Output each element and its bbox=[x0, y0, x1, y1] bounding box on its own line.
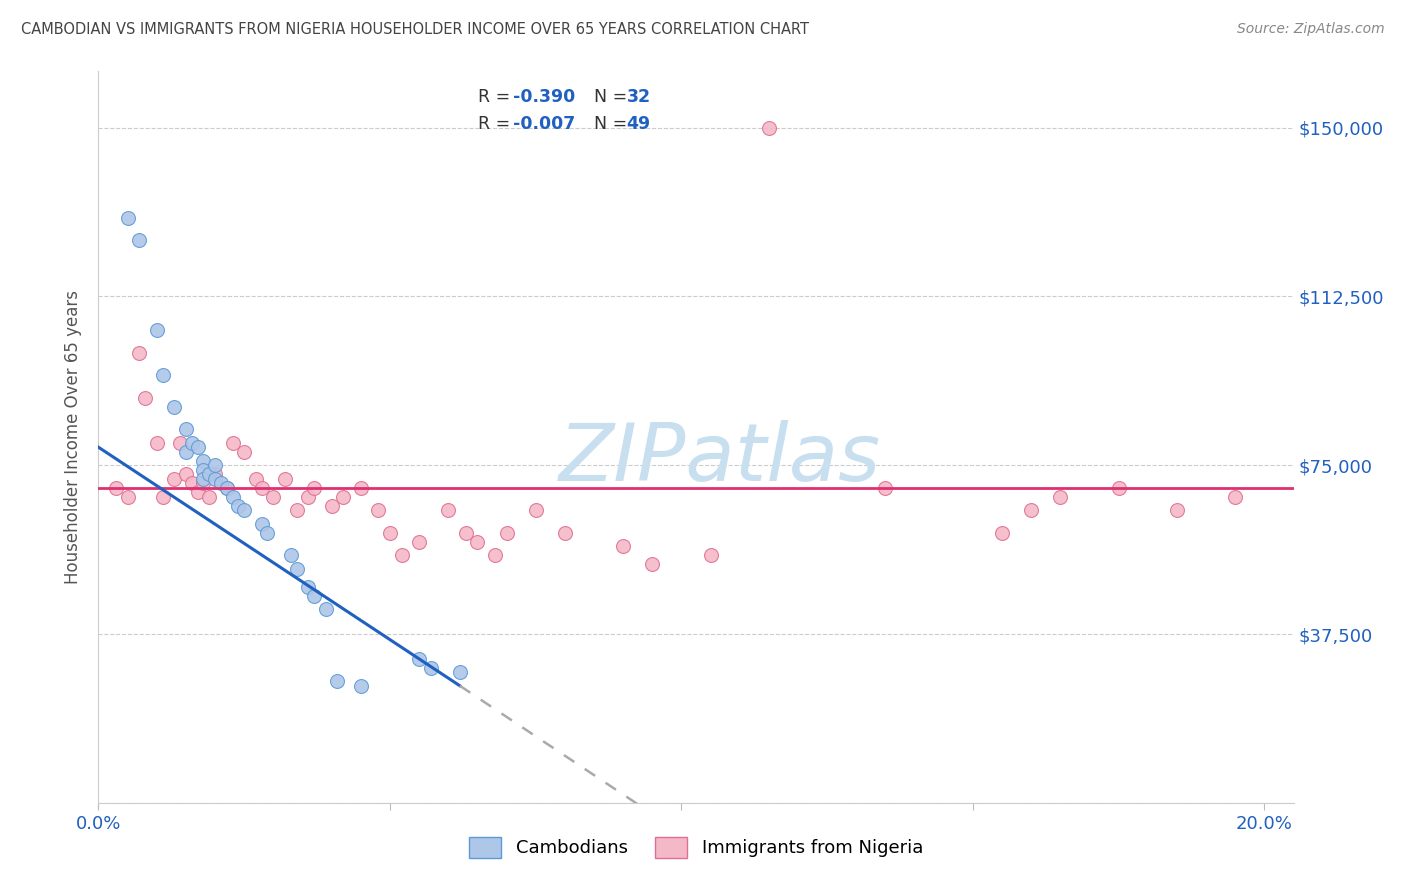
Point bbox=[209, 476, 232, 491]
Point bbox=[326, 674, 349, 689]
Point bbox=[315, 602, 337, 616]
Point bbox=[467, 534, 489, 549]
Text: 49: 49 bbox=[627, 115, 651, 133]
Point bbox=[554, 525, 576, 540]
Point bbox=[117, 490, 139, 504]
Point bbox=[1019, 503, 1042, 517]
Point bbox=[302, 589, 325, 603]
Point bbox=[169, 435, 191, 450]
Text: N =: N = bbox=[595, 115, 633, 133]
Point bbox=[174, 422, 197, 436]
Point bbox=[117, 211, 139, 225]
Point bbox=[221, 490, 243, 504]
Point bbox=[524, 503, 547, 517]
Point bbox=[215, 481, 238, 495]
Point bbox=[204, 458, 226, 473]
Point bbox=[128, 233, 150, 247]
Point bbox=[245, 472, 267, 486]
Point bbox=[145, 435, 167, 450]
Text: R =: R = bbox=[478, 115, 516, 133]
Point bbox=[180, 435, 202, 450]
Text: -0.007: -0.007 bbox=[513, 115, 575, 133]
Point bbox=[280, 548, 302, 562]
Point bbox=[875, 481, 897, 495]
Point bbox=[233, 503, 256, 517]
Y-axis label: Householder Income Over 65 years: Householder Income Over 65 years bbox=[65, 290, 83, 584]
Point bbox=[285, 562, 308, 576]
Point bbox=[1108, 481, 1130, 495]
Point bbox=[250, 516, 273, 531]
Point bbox=[221, 435, 243, 450]
Point bbox=[256, 525, 278, 540]
Point bbox=[274, 472, 297, 486]
Point bbox=[198, 490, 221, 504]
Point bbox=[367, 503, 389, 517]
Point bbox=[699, 548, 721, 562]
Point bbox=[152, 490, 174, 504]
Point bbox=[641, 558, 664, 572]
Point bbox=[233, 444, 256, 458]
Point bbox=[193, 472, 215, 486]
Text: -0.390: -0.390 bbox=[513, 88, 575, 106]
Point bbox=[152, 368, 174, 383]
Point bbox=[193, 476, 215, 491]
Point bbox=[193, 463, 215, 477]
Point bbox=[215, 481, 238, 495]
Point bbox=[250, 481, 273, 495]
Text: CAMBODIAN VS IMMIGRANTS FROM NIGERIA HOUSEHOLDER INCOME OVER 65 YEARS CORRELATIO: CAMBODIAN VS IMMIGRANTS FROM NIGERIA HOU… bbox=[21, 22, 808, 37]
Point bbox=[163, 400, 186, 414]
Point bbox=[104, 481, 127, 495]
Text: R =: R = bbox=[478, 88, 516, 106]
Point bbox=[408, 652, 430, 666]
Point bbox=[180, 476, 202, 491]
Text: Source: ZipAtlas.com: Source: ZipAtlas.com bbox=[1237, 22, 1385, 37]
Point bbox=[163, 472, 186, 486]
Point bbox=[350, 679, 373, 693]
Point bbox=[285, 503, 308, 517]
Point bbox=[321, 499, 343, 513]
Point bbox=[174, 444, 197, 458]
Point bbox=[408, 534, 430, 549]
Point bbox=[145, 323, 167, 337]
Point bbox=[437, 503, 460, 517]
Point bbox=[454, 525, 477, 540]
Point bbox=[484, 548, 506, 562]
Point bbox=[204, 472, 226, 486]
Point bbox=[758, 120, 780, 135]
Point bbox=[419, 661, 441, 675]
Point bbox=[297, 580, 319, 594]
Point bbox=[391, 548, 413, 562]
Point bbox=[174, 467, 197, 482]
Point bbox=[612, 539, 634, 553]
Point bbox=[991, 525, 1014, 540]
Point bbox=[262, 490, 284, 504]
Point bbox=[302, 481, 325, 495]
Point bbox=[1166, 503, 1188, 517]
Point bbox=[198, 467, 221, 482]
Text: 32: 32 bbox=[627, 88, 651, 106]
Point bbox=[495, 525, 517, 540]
Point bbox=[378, 525, 401, 540]
Point bbox=[1225, 490, 1247, 504]
Point bbox=[186, 440, 208, 454]
Point bbox=[134, 391, 156, 405]
Point bbox=[297, 490, 319, 504]
Point bbox=[1049, 490, 1071, 504]
Point bbox=[228, 499, 250, 513]
Point bbox=[204, 467, 226, 482]
Point bbox=[332, 490, 354, 504]
Text: N =: N = bbox=[595, 88, 633, 106]
Point bbox=[350, 481, 373, 495]
Text: ZIPatlas: ZIPatlas bbox=[558, 420, 882, 498]
Legend: Cambodians, Immigrants from Nigeria: Cambodians, Immigrants from Nigeria bbox=[460, 828, 932, 867]
Point bbox=[186, 485, 208, 500]
Point bbox=[193, 453, 215, 467]
Point bbox=[128, 345, 150, 359]
Point bbox=[449, 665, 471, 680]
